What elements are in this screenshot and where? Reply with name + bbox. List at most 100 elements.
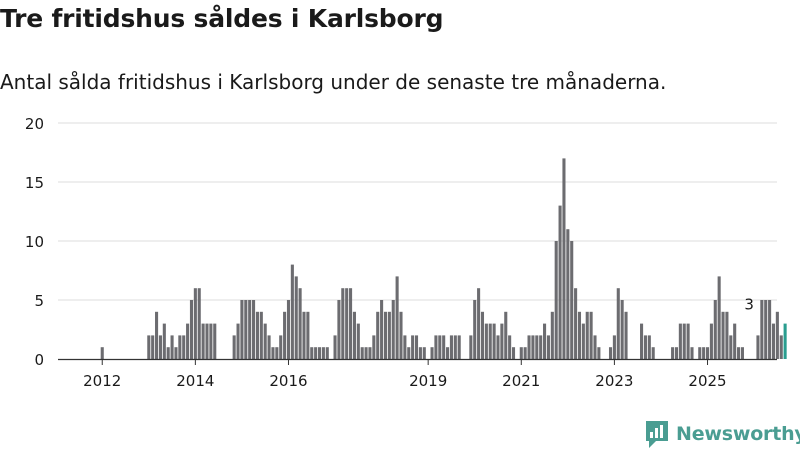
bar	[236, 323, 240, 359]
bar	[255, 311, 259, 359]
bar	[345, 288, 349, 359]
bar	[775, 311, 779, 359]
bar	[740, 347, 744, 359]
bar	[546, 335, 550, 359]
bar	[446, 347, 450, 359]
bar	[314, 347, 318, 359]
bar	[321, 347, 325, 359]
bar	[232, 335, 236, 359]
bar	[430, 347, 434, 359]
bar	[488, 323, 492, 359]
bar	[566, 229, 570, 359]
bar	[640, 323, 644, 359]
bar	[306, 311, 310, 359]
bar	[449, 335, 453, 359]
bar	[690, 347, 694, 359]
bar	[337, 300, 341, 359]
bar	[737, 347, 741, 359]
bar	[240, 300, 244, 359]
bar	[492, 323, 496, 359]
bar	[422, 347, 426, 359]
bar	[383, 311, 388, 359]
bar	[717, 276, 721, 359]
bar	[457, 335, 461, 359]
bar	[197, 288, 201, 359]
x-tick-label: 2025	[688, 372, 726, 390]
bar	[608, 347, 613, 359]
bar	[519, 347, 523, 359]
bar	[721, 311, 725, 359]
bar	[333, 335, 337, 359]
bar	[477, 288, 481, 359]
bar	[147, 335, 151, 359]
bar	[779, 335, 783, 359]
bar	[496, 335, 500, 359]
bar	[705, 347, 710, 359]
bar	[360, 347, 364, 359]
bar	[771, 323, 776, 359]
chart-title: Tre fritidshus såldes i Karlsborg	[0, 4, 444, 33]
bar	[612, 335, 616, 359]
bar	[511, 347, 516, 359]
y-tick-label: 20	[25, 115, 44, 133]
x-tick-label: 2012	[83, 372, 121, 390]
bar	[647, 335, 651, 359]
bar	[349, 288, 353, 359]
newsworthy-logo: Newsworthy	[644, 420, 800, 448]
bar	[290, 264, 294, 359]
bar	[686, 323, 690, 359]
bar	[504, 311, 508, 359]
bar	[317, 347, 322, 359]
y-tick-label: 5	[34, 292, 44, 310]
bar	[768, 300, 772, 359]
bar	[527, 335, 531, 359]
bar	[162, 323, 166, 359]
bar	[589, 311, 593, 359]
bar	[352, 311, 356, 359]
bar	[380, 300, 384, 359]
bar	[372, 335, 376, 359]
bar	[155, 311, 159, 359]
x-tick-label: 2016	[269, 372, 307, 390]
bar	[597, 347, 601, 359]
bar	[310, 347, 314, 359]
bar	[480, 311, 485, 359]
y-tick-label: 15	[25, 174, 44, 192]
bar	[484, 323, 488, 359]
bar	[294, 276, 298, 359]
bar	[302, 311, 306, 359]
bar	[267, 335, 271, 359]
bar	[434, 335, 438, 359]
x-tick-label: 2021	[502, 372, 540, 390]
bar	[651, 347, 655, 359]
bar	[539, 335, 543, 359]
bar	[535, 335, 539, 359]
bar	[453, 335, 457, 359]
bar	[403, 335, 407, 359]
bar	[616, 288, 620, 359]
bar	[205, 323, 209, 359]
bar	[213, 323, 217, 359]
bar	[411, 335, 415, 359]
bar	[151, 335, 155, 359]
brand-name: Newsworthy	[676, 423, 800, 445]
bar	[414, 335, 419, 359]
bar	[523, 347, 527, 359]
bar	[182, 335, 186, 359]
bar	[620, 300, 624, 359]
data-label: 3	[744, 296, 754, 314]
bar	[562, 158, 566, 359]
bar	[709, 323, 713, 359]
bar-chart-logo-icon	[646, 421, 668, 448]
bar	[186, 323, 190, 359]
bar	[201, 323, 205, 359]
bar	[252, 300, 256, 359]
bar	[756, 335, 760, 359]
bar	[570, 241, 574, 359]
bar	[554, 241, 558, 359]
bar	[174, 347, 178, 359]
bar	[624, 311, 628, 359]
bar	[725, 311, 729, 359]
x-tick-label: 2019	[409, 372, 447, 390]
bar	[442, 335, 446, 359]
